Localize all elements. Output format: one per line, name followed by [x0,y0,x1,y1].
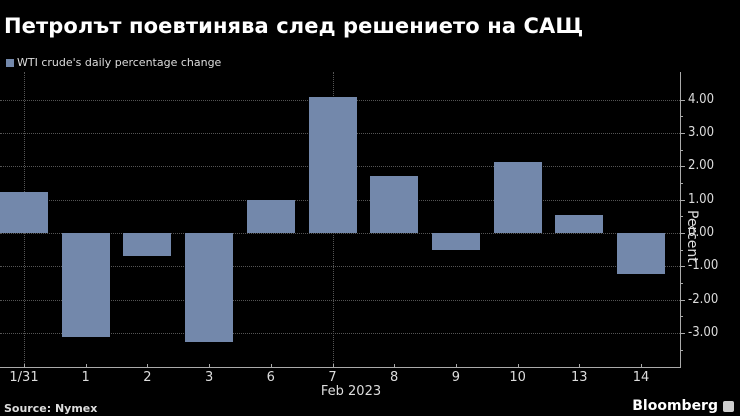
gridline [0,233,680,234]
y-tick [680,199,685,201]
y-axis-line [680,72,681,368]
x-tick-label: 1 [81,370,90,385]
x-tick [455,364,457,368]
y-tick [680,133,685,135]
y-tick-label: 1.00 [688,191,715,207]
y-axis-title: Percent [684,210,700,263]
x-axis-line [0,367,681,368]
x-tick [270,364,272,368]
y-minor-tick [680,216,683,218]
x-tick-label: 3 [204,370,214,385]
plot-area [0,72,680,368]
y-tick [680,99,685,101]
x-tick-label: 13 [571,370,588,385]
y-minor-tick [680,116,683,118]
bar-10 [493,162,542,233]
bloomberg-chart-icon [723,401,734,412]
x-tick-label: 8 [390,370,399,385]
y-tick [680,233,685,234]
y-tick-label: -1.00 [688,258,719,274]
y-tick-label: 2.00 [688,158,715,174]
bar-13 [555,215,604,233]
y-tick-label: 4.00 [688,91,715,107]
legend-swatch-icon [6,58,14,67]
bar-2 [123,233,172,256]
y-minor-tick [680,249,683,251]
x-tick [394,364,396,368]
y-tick-label: 0.00 [688,225,715,240]
gridline [0,332,680,334]
x-tick-label: 6 [266,370,275,385]
x-tick-label: 1/31 [9,370,39,385]
x-tick [332,364,334,368]
y-minor-tick [680,349,683,351]
legend-label: WTI crude's daily percentage change [17,56,222,69]
bar-6 [246,200,295,233]
bar-8 [370,175,419,233]
x-tick [517,364,519,368]
x-tick-label: 7 [328,370,337,385]
x-tick-label: 9 [451,370,461,385]
y-minor-tick [680,282,683,284]
x-tick-label: 14 [632,370,650,385]
source-note: Source: Nymex [4,402,98,415]
x-tick [85,364,87,368]
x-tick-label: 10 [509,370,526,385]
y-tick [680,266,685,268]
y-minor-tick [680,149,683,151]
x-tick-label: 2 [143,370,152,385]
y-tick-label: -2.00 [688,291,719,307]
x-tick [641,364,642,368]
y-tick [680,299,685,301]
bar-14 [617,233,665,274]
bar-1-31 [0,191,48,233]
brand-logo: Bloomberg [632,398,718,414]
y-minor-tick [680,183,683,185]
y-tick [680,166,685,168]
x-tick [209,364,211,368]
y-tick [680,332,685,334]
x-axis-title: Feb 2023 [320,384,382,399]
x-tick [579,364,581,368]
bar-9 [431,233,480,251]
gridline [0,266,680,268]
bar-3 [185,233,234,342]
gridline [0,299,680,301]
y-minor-tick [680,316,683,318]
x-tick [147,364,149,368]
y-tick-label: 3.00 [688,125,715,141]
chart-title: Петролът поевтинява след решението на СА… [4,14,584,38]
y-tick-label: -3.00 [688,324,719,340]
bar-7 [308,96,357,233]
legend: WTI crude's daily percentage change [6,56,221,69]
x-tick [24,364,25,368]
bar-1 [61,233,110,337]
